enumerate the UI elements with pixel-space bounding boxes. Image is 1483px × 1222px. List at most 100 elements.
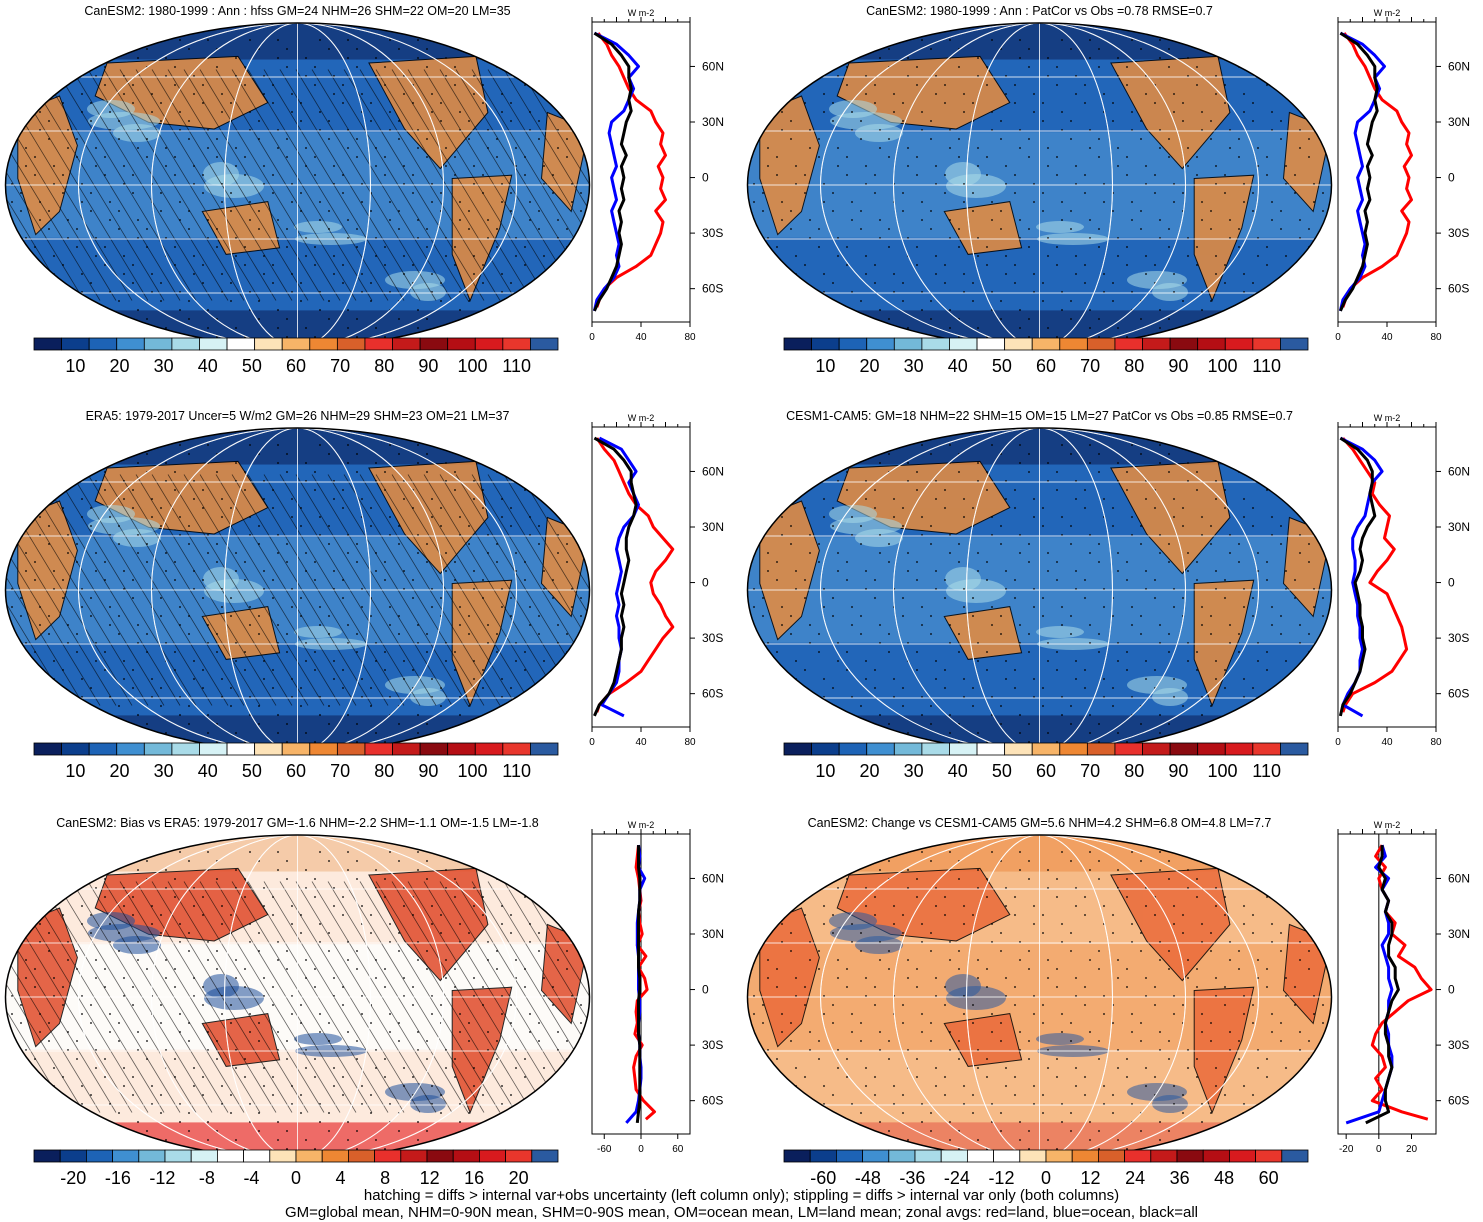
stipple: [986, 669, 988, 671]
colorbar-swatch: [949, 742, 978, 756]
stipple: [832, 210, 834, 212]
stipple: [426, 471, 428, 473]
stipple: [384, 66, 386, 68]
stipple: [1042, 597, 1044, 599]
stipple: [986, 84, 988, 86]
stipple: [538, 138, 540, 140]
stipple: [781, 851, 783, 853]
stipple: [1224, 174, 1226, 176]
stipple: [1098, 968, 1100, 970]
stipple: [860, 120, 862, 122]
stipple: [501, 588, 503, 590]
stipple: [1014, 489, 1016, 491]
stipple: [487, 941, 489, 943]
graticule-lon: [78, 23, 517, 347]
stipple: [972, 282, 974, 284]
stipple: [1047, 165, 1049, 167]
stipple: [837, 732, 839, 734]
stipple: [482, 986, 484, 988]
stipple: [95, 1139, 97, 1141]
stipple: [258, 1022, 260, 1024]
stipple: [851, 1031, 853, 1033]
stipple: [11, 696, 13, 698]
stipple: [1154, 579, 1156, 581]
stipple: [20, 1094, 22, 1096]
stipple: [1019, 624, 1021, 626]
stipple: [1098, 543, 1100, 545]
colorbar-swatch: [164, 1149, 192, 1163]
stipple: [944, 102, 946, 104]
stipple: [879, 959, 881, 961]
stipple: [515, 660, 517, 662]
stipple: [319, 1121, 321, 1123]
stipple: [916, 246, 918, 248]
stipple: [356, 878, 358, 880]
stipple: [25, 959, 27, 961]
stipple: [1238, 1130, 1240, 1132]
stipple: [851, 39, 853, 41]
stipple: [20, 1022, 22, 1024]
zonal-series-land: [1341, 32, 1413, 308]
stipple: [314, 986, 316, 988]
stipple: [916, 489, 918, 491]
stipple: [34, 986, 36, 988]
stipple: [1098, 950, 1100, 952]
stipple: [76, 48, 78, 50]
stipple: [529, 129, 531, 131]
colorbar-swatch: [216, 1149, 244, 1163]
stipple: [431, 995, 433, 997]
stipple: [790, 723, 792, 725]
profile-lat-label: 0: [702, 576, 709, 590]
stipple: [67, 129, 69, 131]
stipple: [1089, 462, 1091, 464]
stipple: [790, 1040, 792, 1042]
stipple: [1145, 255, 1147, 257]
stipple: [249, 606, 251, 608]
stipple: [1098, 66, 1100, 68]
stipple: [403, 498, 405, 500]
colorbar-swatch: [1228, 1149, 1256, 1163]
stipple: [566, 878, 568, 880]
stipple: [1173, 111, 1175, 113]
colorbar-swatch: [269, 1149, 297, 1163]
stipple: [426, 561, 428, 563]
stipple: [431, 923, 433, 925]
stipple: [1019, 219, 1021, 221]
stipple: [944, 1004, 946, 1006]
stipple: [1089, 129, 1091, 131]
stipple: [11, 588, 13, 590]
stipple: [403, 183, 405, 185]
graticule-lon: [820, 835, 1259, 1159]
stipple: [249, 534, 251, 536]
stipple: [132, 896, 134, 898]
stipple: [95, 642, 97, 644]
stipple: [790, 860, 792, 862]
stipple: [907, 57, 909, 59]
stipple: [1131, 534, 1133, 536]
stipple: [977, 1139, 979, 1141]
stipple: [34, 471, 36, 473]
stipple: [1140, 228, 1142, 230]
stipple: [53, 183, 55, 185]
colorbar-tick-label: 20: [859, 356, 879, 376]
stipple: [39, 129, 41, 131]
stipple: [1159, 534, 1161, 536]
stipple: [235, 57, 237, 59]
stipple: [566, 156, 568, 158]
stipple: [1131, 923, 1133, 925]
stipple: [39, 941, 41, 943]
stipple: [39, 923, 41, 925]
stipple: [893, 93, 895, 95]
stipple: [165, 1139, 167, 1141]
stipple: [230, 282, 232, 284]
stipple: [473, 93, 475, 95]
stipple: [1168, 651, 1170, 653]
panel-title: CanESM2: 1980-1999 : Ann : PatCor vs Obs…: [866, 4, 1213, 18]
stipple: [104, 1058, 106, 1060]
stipple: [1084, 687, 1086, 689]
colorbar-tick-label: 90: [418, 761, 438, 781]
stipple: [431, 905, 433, 907]
stipple: [1014, 579, 1016, 581]
stipple: [118, 1112, 120, 1114]
